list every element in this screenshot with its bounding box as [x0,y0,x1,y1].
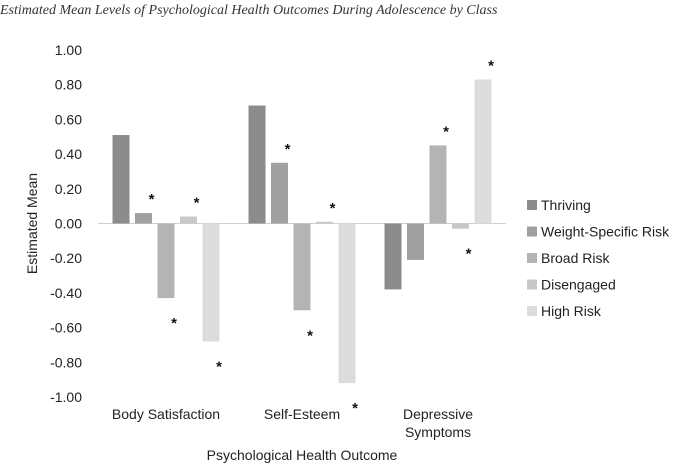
x-axis: Body Satisfaction Self-Esteem Depressive Sy… [112,406,473,440]
y-axis: 1.00 0.80 0.60 0.40 0.20 0.00 -0.20 -0.40 -0.60 -… [50,42,506,405]
significance-marker: * [307,327,313,344]
y-tick-label: 0.60 [55,111,82,127]
y-tick-label: 0.20 [55,181,82,197]
legend: Thriving Weight-Specific Risk Broad Risk Di… [527,197,670,319]
legend-swatch [527,253,537,263]
legend-swatch [527,306,537,316]
y-axis-label: Estimated Mean [24,173,40,274]
x-tick-label: Depressive [403,406,473,422]
y-tick-label: 0.00 [55,216,82,232]
x-tick-label: Body Satisfaction [112,406,220,422]
bar-thriving [384,223,402,290]
bar-broad-risk [293,223,311,311]
x-tick-label: Symptoms [405,424,471,440]
significance-marker: * [352,400,358,417]
bar-high-risk [202,223,220,342]
x-tick-label: Self-Esteem [264,406,340,422]
significance-marker: * [285,141,291,158]
significance-marker: * [330,200,336,217]
bar-thriving [112,135,130,224]
bar-disengaged [180,216,197,224]
bar-broad-risk [157,223,175,299]
y-tick-label: -0.60 [50,320,82,336]
significance-marker: * [171,315,177,332]
y-tick-label: -0.80 [50,354,82,370]
bar-weight-specific-risk [407,223,424,260]
y-tick-label: 1.00 [55,42,82,58]
bar-weight-specific-risk [135,213,152,224]
y-tick-label: 0.40 [55,146,82,162]
y-tick-label: 0.80 [55,77,82,93]
y-tick-label: -1.00 [50,389,82,405]
legend-label: Disengaged [541,277,616,293]
bars: * * * * * * * * * * * [112,57,494,417]
y-tick-label: -0.40 [50,285,82,301]
y-tick-label: -0.20 [50,250,82,266]
bar-high-risk [338,223,356,384]
significance-marker: * [149,191,155,208]
legend-label: Broad Risk [541,250,610,266]
legend-swatch [527,279,537,290]
legend-label: Thriving [541,197,591,213]
bar-broad-risk [429,145,447,224]
x-axis-label: Psychological Health Outcome [207,447,398,463]
bar-weight-specific-risk [271,162,288,224]
legend-label: Weight-Specific Risk [541,224,670,240]
bar-disengaged [452,223,469,229]
bar-high-risk [474,79,492,224]
legend-swatch [527,226,537,237]
significance-marker: * [443,123,449,140]
legend-label: High Risk [541,303,602,319]
significance-marker: * [466,246,472,263]
bar-disengaged [316,221,333,224]
significance-marker: * [488,57,494,74]
chart-title: Estimated Mean Levels of Psychological H… [0,3,498,18]
legend-swatch [527,200,537,210]
significance-marker: * [216,358,222,375]
significance-marker: * [194,195,200,212]
bar-thriving [248,105,266,224]
